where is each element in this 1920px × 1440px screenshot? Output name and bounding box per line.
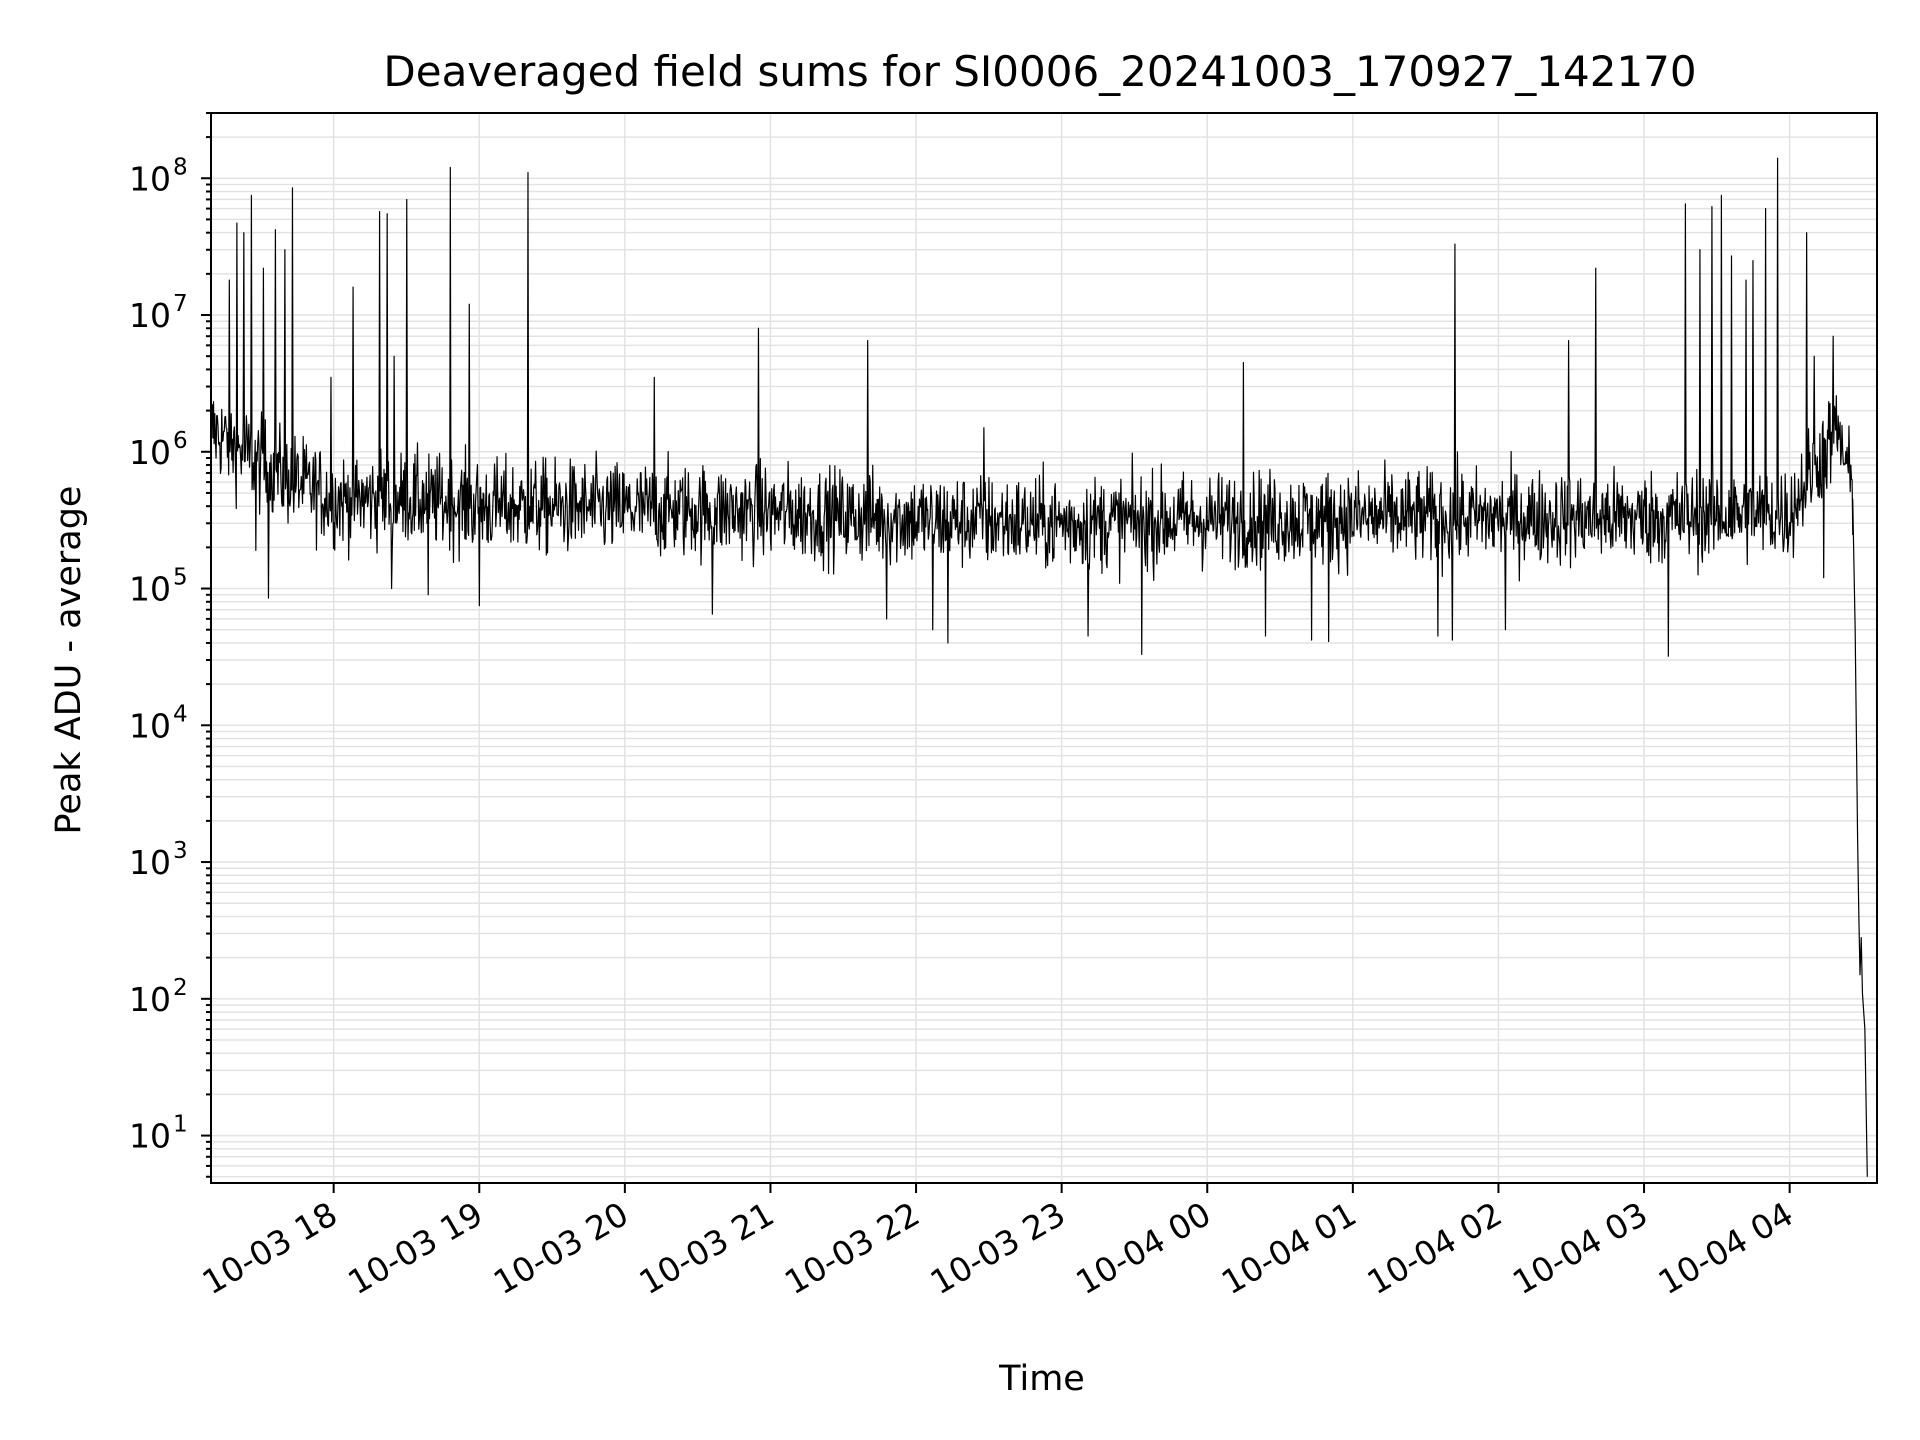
- y-tick-exponent: 7: [173, 291, 188, 317]
- series-line: [210, 157, 1868, 1177]
- y-tick-exponent: 8: [173, 154, 188, 180]
- x-tick-label: 10-03 21: [632, 1194, 780, 1302]
- y-tick-label: 10: [129, 706, 171, 745]
- y-tick-label: 10: [129, 570, 171, 609]
- y-tick-exponent: 5: [173, 565, 188, 591]
- x-tick-label: 10-04 04: [1652, 1194, 1800, 1302]
- y-tick-exponent: 3: [173, 838, 188, 864]
- x-axis-label: Time: [998, 1359, 1085, 1399]
- grid: [211, 112, 1877, 1183]
- y-tick-exponent: 2: [173, 975, 188, 1001]
- x-tick-label: 10-03 22: [778, 1194, 926, 1302]
- x-tick-label: 10-04 02: [1360, 1194, 1508, 1302]
- y-tick-label: 10: [129, 843, 171, 882]
- x-tick-label: 10-04 01: [1215, 1194, 1363, 1302]
- y-tick-label: 10: [129, 159, 171, 198]
- y-tick-label: 10: [129, 980, 171, 1019]
- x-tick-label: 10-03 23: [924, 1194, 1072, 1302]
- y-tick-exponent: 4: [173, 701, 188, 727]
- plot-frame: [210, 112, 1878, 1184]
- x-tick-label: 10-03 19: [341, 1194, 489, 1302]
- y-tick-label: 10: [129, 1117, 171, 1156]
- x-tick-label: 10-03 18: [196, 1194, 344, 1302]
- y-tick-label: 10: [129, 433, 171, 472]
- y-tick-exponent: 6: [173, 428, 188, 454]
- x-tick-label: 10-04 03: [1506, 1194, 1654, 1302]
- y-axis-label: Peak ADU - average: [49, 486, 89, 835]
- x-tick-label: 10-03 20: [487, 1194, 635, 1302]
- y-tick-label: 10: [129, 296, 171, 335]
- x-tick-label: 10-04 00: [1069, 1194, 1217, 1302]
- y-tick-exponent: 1: [173, 1112, 188, 1138]
- chart-title: Deaveraged field sums for SI0006_2024100…: [383, 47, 1696, 96]
